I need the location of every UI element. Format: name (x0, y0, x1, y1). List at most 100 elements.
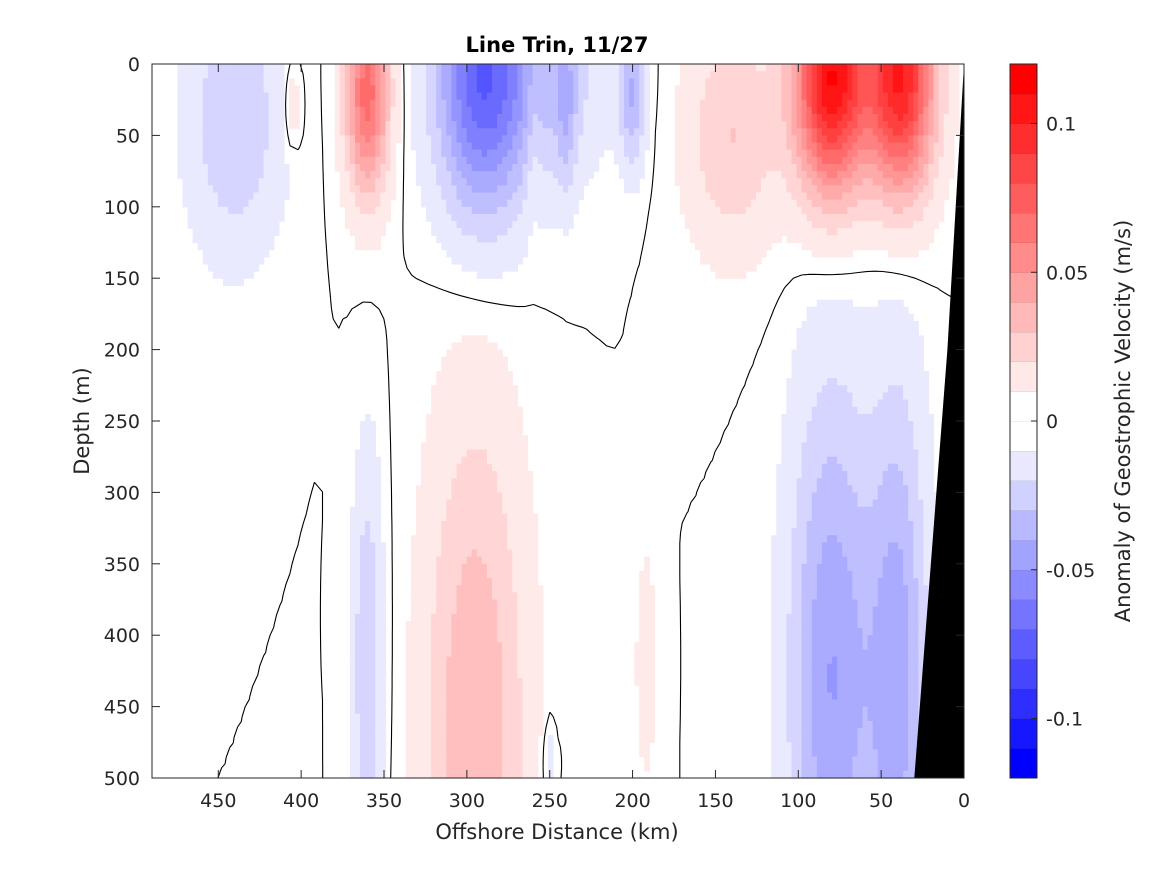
field-cell (497, 735, 503, 743)
field-cell (253, 263, 260, 272)
field-cell (492, 135, 498, 144)
field-cell (370, 470, 376, 479)
field-cell (791, 421, 798, 429)
field-cell (243, 85, 250, 94)
field-cell (720, 135, 727, 144)
field-cell (689, 128, 696, 136)
field-cell (481, 656, 488, 665)
field-cell (486, 663, 493, 672)
field-cell (410, 599, 417, 608)
field-cell (365, 756, 371, 765)
field-cell (360, 592, 366, 601)
field-cell (791, 492, 798, 501)
field-cell (547, 71, 554, 79)
field-cell (420, 570, 427, 579)
field-cell (370, 478, 376, 486)
field-cell (583, 106, 590, 115)
field-cell (715, 178, 721, 186)
field-cell (415, 535, 422, 543)
field-cell (517, 435, 524, 444)
field-cell (679, 64, 686, 72)
field-cell (466, 670, 473, 679)
field-cell (497, 620, 503, 629)
field-cell (420, 485, 427, 493)
field-cell (461, 385, 468, 394)
field-cell (207, 249, 214, 258)
field-cell (801, 592, 808, 601)
field-cell (243, 228, 250, 236)
field-cell (436, 421, 442, 429)
field-cell (263, 85, 270, 94)
field-cell (486, 213, 493, 222)
field-cell (212, 242, 219, 251)
field-cell (273, 113, 280, 122)
field-cell (542, 106, 549, 115)
field-cell (776, 156, 782, 165)
field-cell (476, 156, 483, 165)
field-cell (537, 606, 544, 615)
field-cell (177, 78, 184, 87)
field-cell (740, 135, 747, 144)
field-cell (355, 499, 361, 508)
field-cell (771, 549, 777, 558)
field-cell (466, 513, 473, 522)
field-cell (811, 185, 818, 194)
field-cell (233, 242, 239, 251)
field-cell (492, 106, 498, 115)
field-cell (720, 106, 727, 115)
field-cell (512, 142, 518, 151)
field-cell (405, 685, 412, 693)
field-cell (507, 221, 513, 229)
field-cell (801, 363, 808, 372)
field-cell (471, 228, 478, 236)
field-cell (476, 149, 483, 158)
field-cell (507, 256, 513, 265)
field-cell (431, 528, 437, 536)
field-cell (456, 770, 463, 779)
field-cell (471, 142, 478, 151)
field-cell (801, 635, 808, 643)
field-cell (471, 535, 478, 543)
field-cell (461, 563, 468, 572)
field-cell (745, 85, 752, 94)
field-cell (791, 449, 798, 458)
field-cell (735, 178, 742, 186)
field-cell (644, 635, 650, 643)
field-cell (537, 713, 544, 722)
field-cell (461, 349, 468, 358)
field-cell (192, 92, 199, 101)
field-cell (552, 128, 559, 136)
field-cell (644, 613, 650, 622)
field-cell (177, 85, 184, 94)
field-cell (801, 499, 808, 508)
field-cell (466, 178, 473, 186)
field-cell (735, 128, 742, 136)
field-cell (228, 163, 234, 172)
field-cell (410, 578, 417, 586)
field-cell (461, 99, 468, 108)
field-cell (806, 349, 813, 358)
field-cell (233, 92, 239, 101)
field-cell (436, 706, 442, 715)
field-cell (233, 142, 239, 151)
field-cell (202, 106, 209, 115)
field-cell (228, 113, 234, 122)
field-cell (436, 235, 442, 244)
field-cell (355, 699, 361, 708)
field-cell (253, 128, 260, 136)
field-cell (806, 720, 813, 729)
field-cell (268, 178, 275, 186)
field-cell (441, 620, 447, 629)
field-cell (720, 213, 727, 222)
field-cell (217, 199, 224, 208)
field-cell (334, 135, 341, 144)
field-cell (268, 85, 275, 94)
field-cell (410, 99, 417, 108)
field-cell (497, 106, 503, 115)
field-cell (507, 406, 513, 415)
field-cell (456, 728, 463, 736)
field-cell (370, 692, 376, 701)
field-cell (426, 520, 432, 529)
field-cell (481, 435, 488, 444)
field-cell (268, 171, 275, 179)
